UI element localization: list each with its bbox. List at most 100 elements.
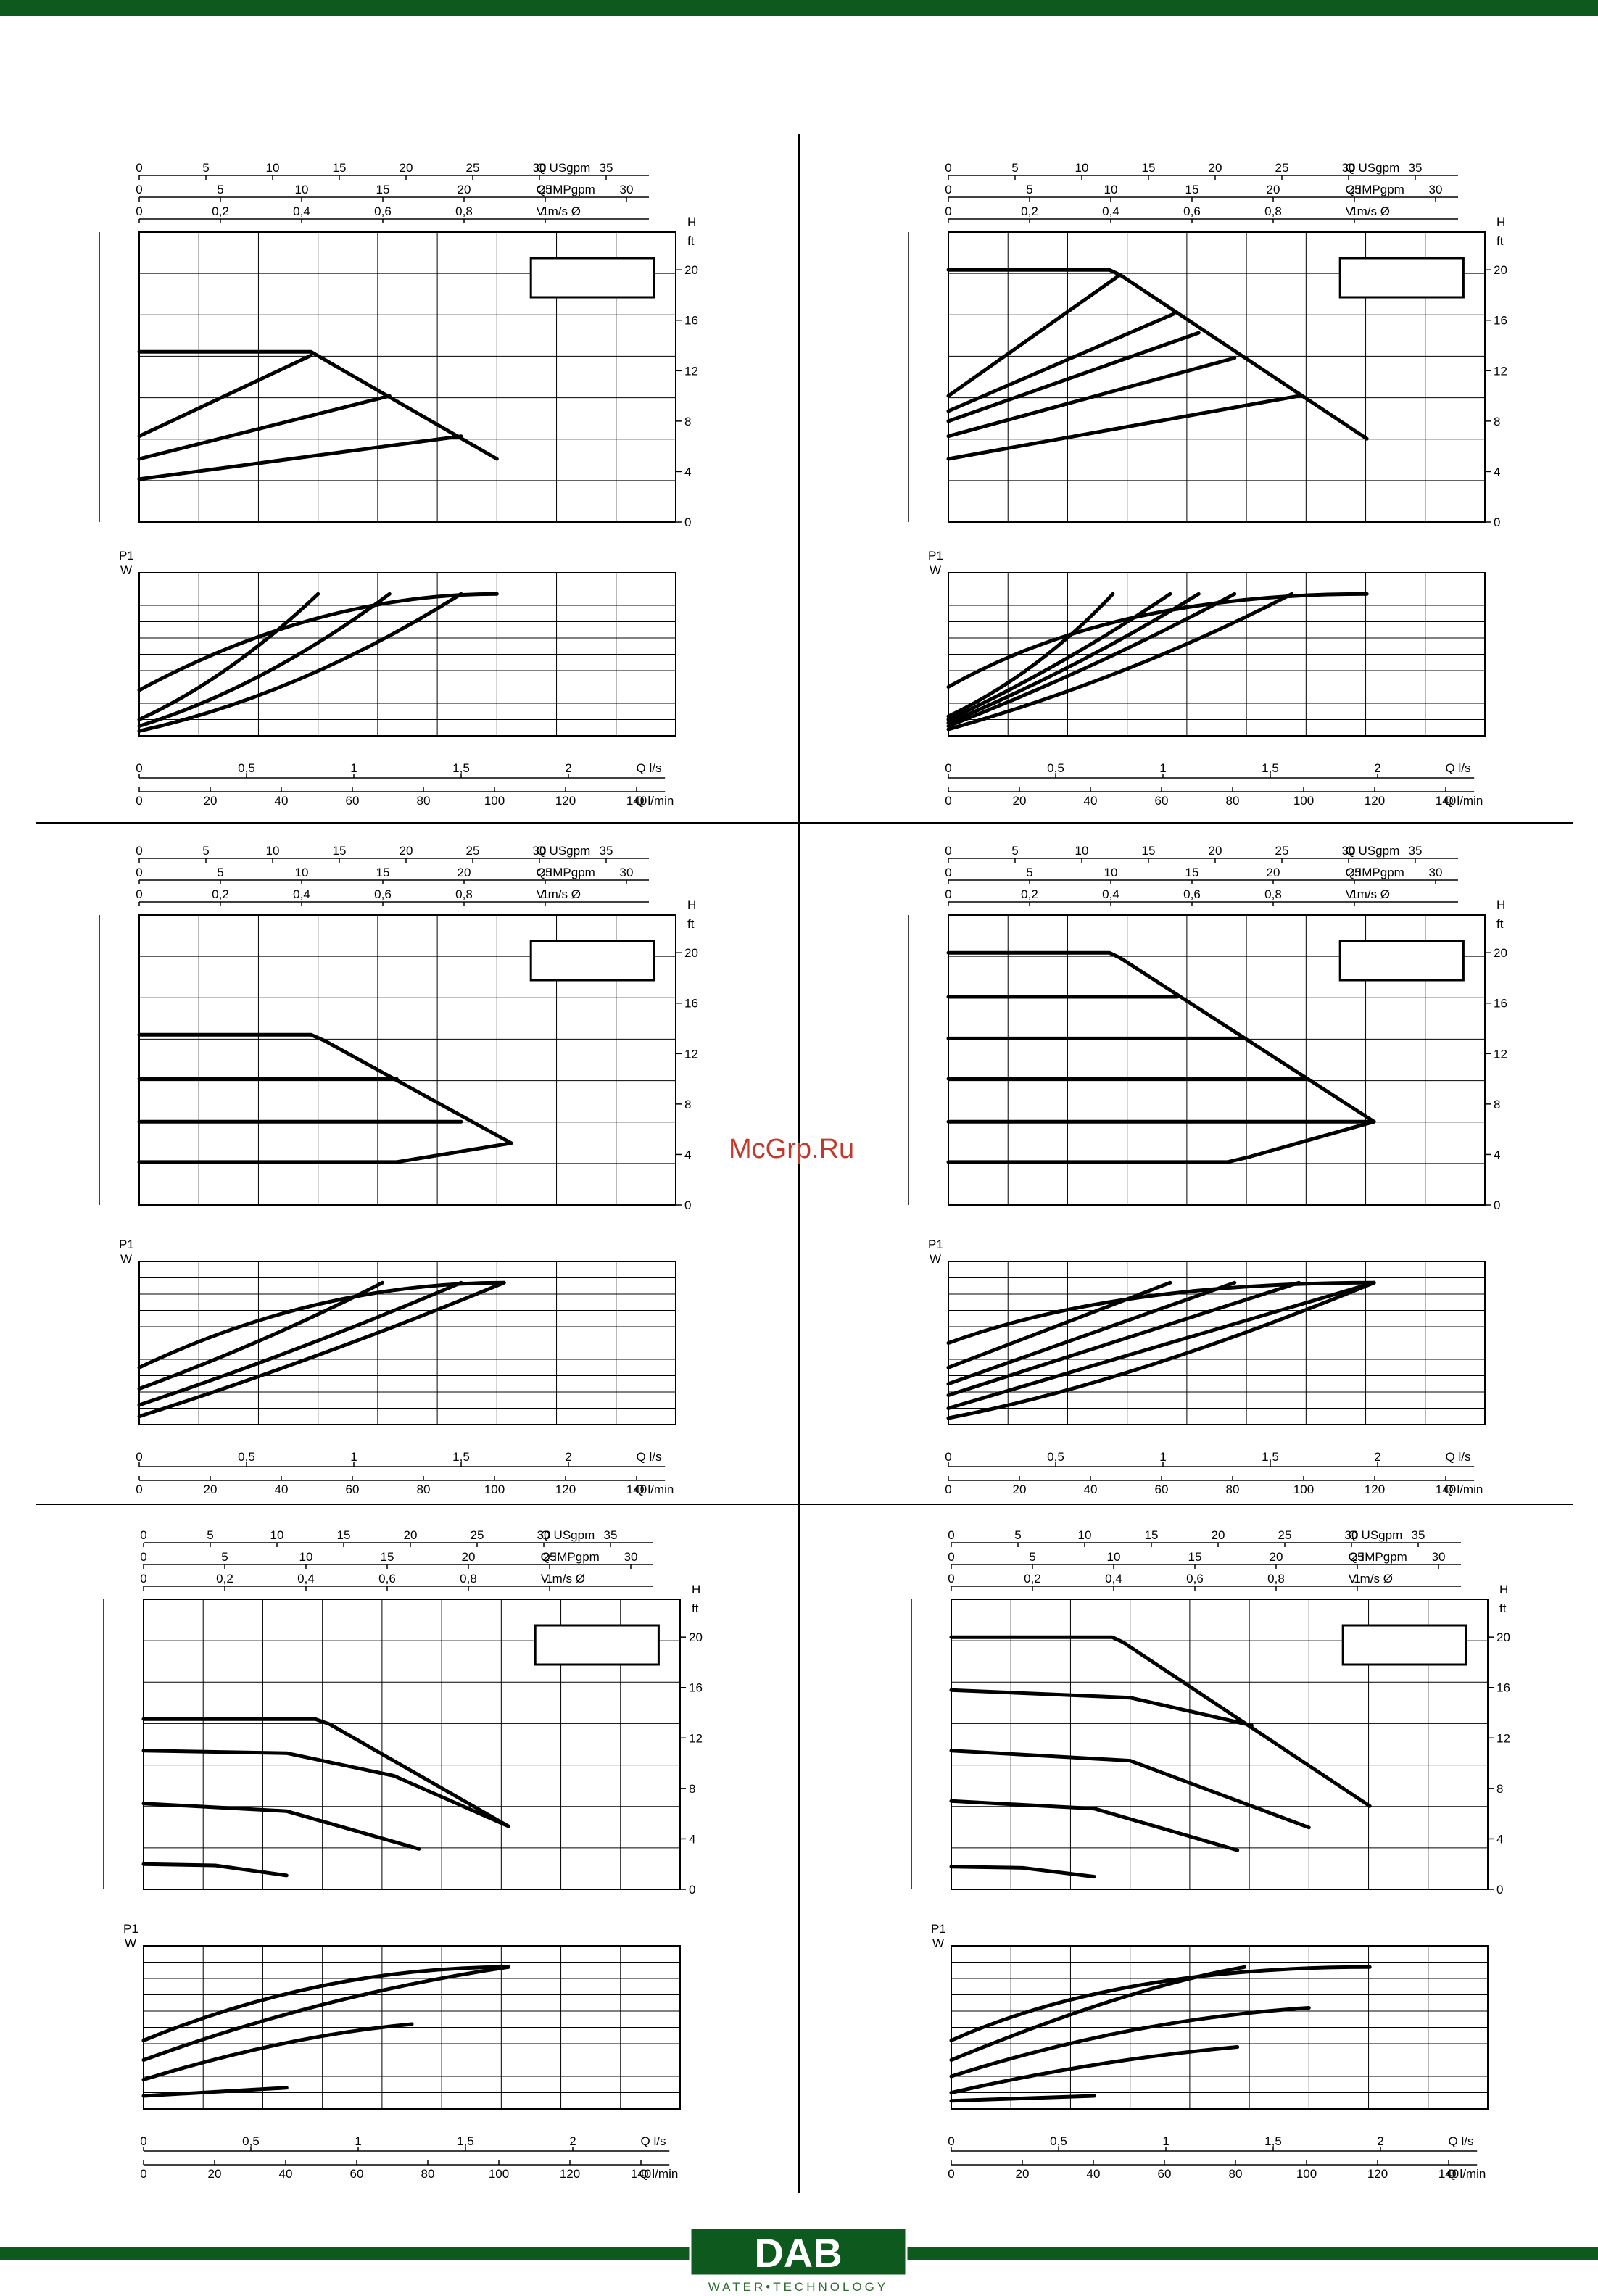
lmin-tick-label: 80: [1226, 1483, 1240, 1496]
lmin-tick-label: 120: [1367, 2167, 1388, 2181]
velocity-tick-label: 0,2: [1021, 887, 1038, 901]
lmin-tick-label: 120: [560, 2167, 580, 2181]
velocity-tick-label: 0,8: [1267, 1572, 1285, 1586]
power-curve-p3: [137, 1280, 463, 1407]
usgpm-tick-label: 25: [466, 161, 480, 175]
lmin-tick-label: 0: [136, 1483, 142, 1496]
impgpm-tick-label: 0: [136, 183, 142, 196]
power-curve-p1: [137, 592, 499, 692]
lmin-tick-label: 20: [1016, 2167, 1030, 2181]
usgpm-tick-label: 30: [537, 1528, 551, 1542]
ls-tick-label: 1: [1159, 1450, 1166, 1464]
ls-tick-label: 2: [565, 761, 571, 775]
usgpm-tick-label: 5: [1011, 161, 1018, 175]
head-tick-label: 20: [684, 946, 698, 960]
usgpm-tick-label: 10: [270, 1528, 284, 1542]
head-tick-label: 4: [1496, 1832, 1503, 1846]
head-curve-c3: [137, 434, 463, 481]
usgpm-tick-label: 20: [404, 1528, 418, 1542]
lmin-tick-label: 140: [1436, 1483, 1456, 1496]
usgpm-tick-label: 0: [945, 844, 951, 858]
head-curve-c3: [949, 1799, 1240, 1852]
velocity-tick-label: 1: [542, 887, 548, 901]
head-curve-max: [949, 1635, 1372, 1808]
power-curve-p1: [949, 1965, 1372, 2042]
ls-tick-label: 1,5: [1262, 1450, 1279, 1464]
head-tick-label: 8: [689, 1782, 695, 1796]
head-tick-label: 12: [1494, 1047, 1507, 1061]
head-frame: [948, 914, 1486, 1206]
power-curve-p4: [137, 1280, 506, 1419]
power-unit-w: W: [930, 563, 941, 577]
lmin-tick-label: 0: [945, 794, 951, 808]
velocity-unit: V m/s Ø: [1346, 887, 1390, 901]
lmin-tick-label: 80: [417, 1483, 431, 1496]
impgpm-tick-label: 25: [1348, 866, 1362, 879]
lmin-tick-label: 100: [489, 2167, 509, 2181]
power-curve-p4: [946, 592, 1201, 725]
velocity-tick-label: 0: [948, 1572, 954, 1586]
lmin-unit: Q l/min: [639, 2167, 678, 2181]
head-tick-label: 20: [684, 263, 698, 277]
head-tick-label: 0: [684, 515, 691, 529]
ls-tick-label: 2: [1377, 2134, 1383, 2148]
velocity-tick-label: 1: [542, 204, 548, 218]
head-curve-c1: [137, 353, 313, 439]
head-tick-label: 16: [1494, 314, 1507, 328]
usgpm-tick-label: 25: [1275, 844, 1289, 858]
impgpm-tick-label: 30: [1432, 1550, 1446, 1564]
lmin-tick-label: 80: [1226, 794, 1240, 808]
usgpm-tick-label: 10: [1075, 844, 1089, 858]
head-unit-h: H: [692, 1583, 700, 1596]
lmin-tick-label: 40: [1084, 794, 1098, 808]
usgpm-tick-label: 35: [1409, 161, 1423, 175]
velocity-unit: V m/s Ø: [537, 887, 581, 901]
power-curve-p4: [946, 1280, 1301, 1397]
dab-logo: DAB WATER•TECHNOLOGY: [689, 2226, 908, 2294]
head-tick-label: 4: [1494, 1148, 1500, 1161]
lmin-tick-label: 0: [948, 2167, 954, 2181]
impgpm-tick-label: 15: [1185, 183, 1199, 196]
power-curve-p1: [946, 592, 1369, 689]
head-tick-label: 4: [684, 465, 691, 478]
impgpm-tick-label: 25: [1348, 183, 1362, 196]
ls-tick-label: 0: [948, 2134, 954, 2148]
head-curve-c2: [141, 1802, 421, 1851]
velocity-tick-label: 0,6: [378, 1572, 396, 1586]
ls-tick-label: 0: [945, 1450, 951, 1464]
lmin-tick-label: 40: [275, 794, 289, 808]
ls-tick-label: 0,5: [1047, 761, 1064, 775]
head-tick-label: 16: [1496, 1681, 1510, 1695]
usgpm-tick-label: 0: [945, 161, 951, 175]
power-curve-p2: [946, 592, 1115, 718]
lmin-tick-label: 60: [346, 794, 360, 808]
lmin-tick-label: 100: [1293, 794, 1314, 808]
lmin-tick-label: 40: [279, 2167, 293, 2181]
lmin-tick-label: 0: [136, 794, 142, 808]
lmin-tick-label: 20: [1013, 794, 1027, 808]
head-tick-label: 4: [1494, 465, 1500, 478]
ls-tick-label: 0,5: [238, 761, 255, 775]
head-tick-label: 16: [1494, 997, 1507, 1011]
usgpm-tick-label: 35: [600, 161, 613, 175]
ls-tick-label: 1,5: [452, 761, 470, 775]
ls-unit: Q l/s: [641, 2134, 666, 2148]
impgpm-tick-label: 10: [1104, 183, 1118, 196]
lmin-tick-label: 20: [208, 2167, 222, 2181]
impgpm-tick-label: 10: [295, 866, 309, 879]
ls-tick-label: 0,5: [1047, 1450, 1064, 1464]
model-label-box: [529, 257, 655, 299]
ls-tick-label: 1,5: [452, 1450, 470, 1464]
lmin-tick-label: 140: [1438, 2167, 1459, 2181]
velocity-tick-label: 1: [1351, 204, 1357, 218]
head-curve-c5: [946, 394, 1301, 461]
impgpm-tick-label: 20: [1267, 183, 1280, 196]
usgpm-tick-label: 30: [1342, 161, 1356, 175]
power-curve-p3: [141, 2022, 414, 2081]
lmin-tick-label: 100: [1296, 2167, 1317, 2181]
head-curve-max: [141, 1717, 510, 1828]
power-curve-p5: [946, 592, 1237, 728]
usgpm-tick-label: 35: [1412, 1528, 1425, 1542]
usgpm-tick-label: 15: [1142, 844, 1156, 858]
ls-tick-label: 1,5: [1262, 761, 1279, 775]
